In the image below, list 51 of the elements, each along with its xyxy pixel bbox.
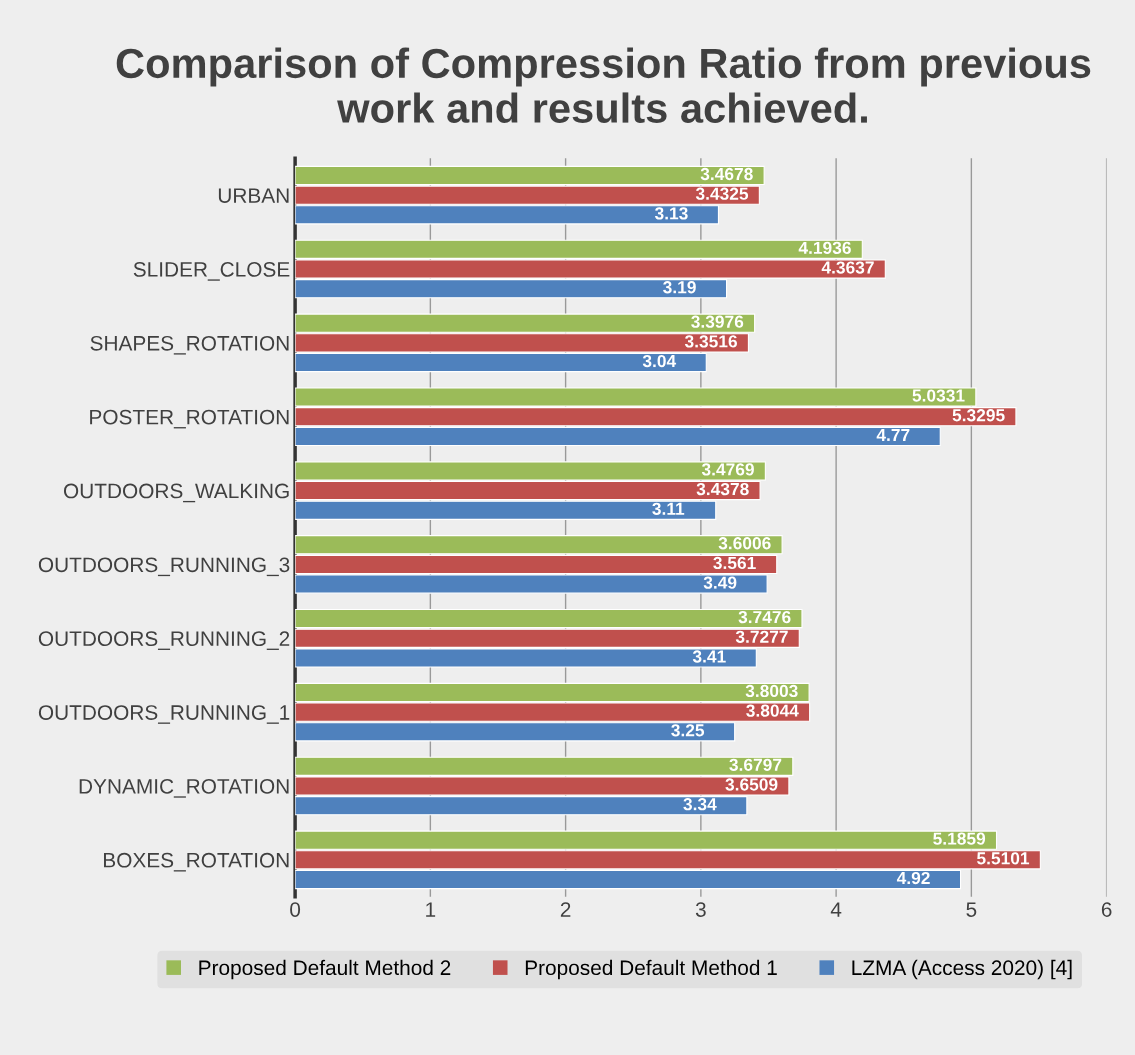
data-label: 3.8003 [745,684,798,698]
legend-label: Proposed Default Method 2 [199,959,451,980]
x-tick-label: 0 [290,902,301,917]
x-tick-label: 5 [966,902,977,917]
data-label: 5.0331 [912,389,965,402]
chart-title: Comparison of Compression Ratio from previous work and results achieved. [116,47,1091,124]
y-tick-label: SLIDER_CLOSE [133,262,290,281]
data-label: 3.34 [683,798,717,811]
data-label: 3.6509 [725,778,778,791]
data-label: 5.3295 [952,409,1005,422]
data-label: 3.13 [654,207,688,220]
data-label: 3.4678 [700,167,753,181]
data-label: 3.7277 [735,630,788,643]
data-label: 3.3516 [684,335,737,348]
y-tick-label: OUTDOORS_RUNNING_1 [38,705,290,724]
data-label: 3.6797 [729,758,782,771]
x-tick-label: 3 [695,902,706,917]
data-label: 3.3976 [691,315,744,328]
data-label: 3.04 [642,354,677,368]
y-tick-label: DYNAMIC_ROTATION [79,778,289,798]
x-tick-label: 4 [830,902,842,917]
legend-label: LZMA (Access 2020) [4] [852,959,1072,980]
y-tick-label: OUTDOORS_RUNNING_3 [38,557,290,577]
data-label: 4.3637 [821,261,874,274]
data-label: 3.4325 [695,187,749,200]
y-tick-label: POSTER_ROTATION [90,409,289,429]
data-label: 5.1859 [933,832,986,845]
data-label: 4.1936 [798,241,851,255]
data-label: 5.5101 [977,852,1030,865]
data-label: 3.49 [703,576,737,589]
x-tick-label: 6 [1101,902,1112,917]
y-tick-label: SHAPES_ROTATION [90,335,289,355]
data-label: 3.11 [652,502,685,515]
y-tick-label: URBAN [218,188,289,203]
data-label: 3.6006 [718,537,771,550]
data-label: 3.4378 [696,482,749,496]
data-label: 3.8044 [746,704,799,717]
data-label: 3.19 [663,281,696,294]
legend-label: Proposed Default Method 1 [525,959,777,980]
y-tick-label: OUTDOORS_RUNNING_2 [38,631,290,650]
y-tick-label: BOXES_ROTATION [104,852,289,872]
data-label: 3.25 [671,724,705,737]
data-label: 3.7476 [738,610,791,624]
data-label: 3.4769 [701,463,754,476]
x-tick-label: 2 [560,902,571,917]
y-tick-label: OUTDOORS_WALKING [63,483,289,503]
data-label: 4.92 [896,871,930,885]
x-tick-label: 1 [426,902,436,917]
data-label: 4.77 [876,428,910,441]
data-label: 3.41 [692,650,726,663]
data-label: 3.561 [713,556,756,570]
